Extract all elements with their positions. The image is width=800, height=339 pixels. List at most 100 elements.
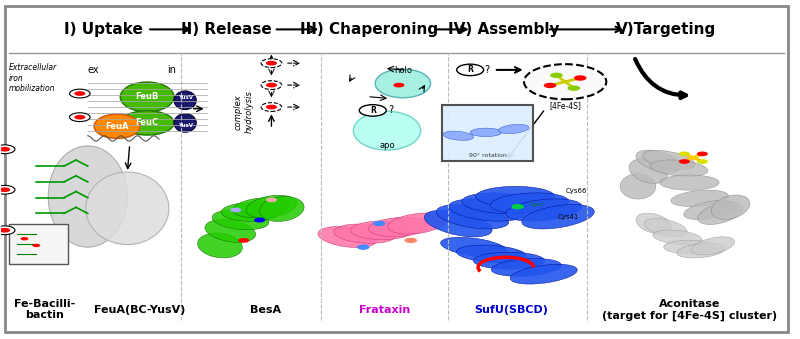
Ellipse shape [86, 172, 169, 245]
Circle shape [511, 204, 524, 210]
Circle shape [373, 221, 386, 226]
Circle shape [574, 75, 586, 81]
Circle shape [0, 147, 10, 152]
Circle shape [405, 238, 417, 243]
Ellipse shape [387, 213, 446, 234]
Text: ex: ex [88, 65, 99, 75]
Circle shape [21, 237, 29, 240]
Ellipse shape [212, 210, 269, 230]
Circle shape [359, 105, 386, 116]
Circle shape [394, 83, 405, 87]
Text: Extracellular
iron
mobilization: Extracellular iron mobilization [9, 63, 57, 93]
Text: [4Fe-4S]: [4Fe-4S] [550, 101, 581, 110]
Circle shape [32, 244, 40, 247]
Text: SufU(SBCD): SufU(SBCD) [474, 305, 548, 315]
Ellipse shape [692, 237, 734, 255]
Circle shape [74, 115, 86, 120]
Circle shape [70, 89, 90, 98]
Ellipse shape [620, 174, 656, 199]
Ellipse shape [120, 111, 174, 135]
Ellipse shape [424, 210, 492, 237]
Circle shape [261, 103, 282, 112]
Ellipse shape [474, 252, 545, 269]
Ellipse shape [650, 160, 708, 176]
Ellipse shape [490, 193, 569, 214]
Ellipse shape [642, 151, 695, 170]
Ellipse shape [350, 221, 414, 240]
Text: YusV: YusV [178, 95, 193, 100]
Text: R: R [467, 65, 473, 74]
Ellipse shape [653, 230, 702, 245]
Text: in: in [167, 65, 176, 75]
Circle shape [679, 159, 690, 164]
Circle shape [357, 244, 370, 250]
Circle shape [0, 228, 10, 233]
Ellipse shape [476, 186, 555, 207]
Ellipse shape [334, 224, 396, 243]
Ellipse shape [498, 124, 529, 134]
Circle shape [679, 152, 690, 156]
Ellipse shape [198, 233, 242, 258]
Text: ?: ? [389, 105, 394, 115]
Circle shape [230, 208, 242, 212]
Ellipse shape [677, 243, 726, 258]
Text: Aconitase
(target for [4Fe-4S] cluster): Aconitase (target for [4Fe-4S] cluster) [602, 299, 777, 321]
Ellipse shape [491, 259, 562, 276]
Text: YusV: YusV [178, 123, 193, 128]
Circle shape [266, 83, 277, 87]
Text: FeuA: FeuA [106, 122, 129, 131]
Ellipse shape [522, 205, 594, 229]
Text: BesA: BesA [250, 305, 282, 315]
Ellipse shape [684, 200, 736, 220]
FancyBboxPatch shape [9, 223, 68, 264]
Text: FeuB: FeuB [135, 93, 159, 101]
Circle shape [266, 198, 277, 202]
Text: IV) Assembly: IV) Assembly [448, 22, 559, 37]
Ellipse shape [470, 128, 502, 137]
Circle shape [0, 226, 15, 235]
Circle shape [74, 91, 86, 96]
Circle shape [266, 105, 277, 109]
FancyBboxPatch shape [5, 6, 788, 332]
Ellipse shape [636, 213, 672, 234]
Text: apo: apo [379, 141, 395, 151]
Ellipse shape [369, 217, 430, 237]
Circle shape [0, 145, 15, 154]
Circle shape [567, 85, 580, 91]
Ellipse shape [174, 91, 196, 109]
Ellipse shape [443, 131, 474, 140]
Ellipse shape [318, 226, 377, 247]
Ellipse shape [449, 199, 525, 221]
Text: holo: holo [394, 66, 412, 75]
Ellipse shape [354, 111, 421, 150]
Text: Frataxin: Frataxin [359, 305, 410, 315]
Ellipse shape [246, 195, 297, 218]
Ellipse shape [233, 198, 290, 218]
Text: Cys₂: Cys₂ [530, 202, 543, 207]
Circle shape [0, 187, 10, 192]
Circle shape [544, 83, 556, 88]
Ellipse shape [629, 159, 667, 183]
Ellipse shape [221, 203, 281, 221]
Ellipse shape [462, 193, 540, 214]
Text: Cys66: Cys66 [565, 188, 586, 195]
Ellipse shape [94, 114, 140, 138]
Text: V)Targeting: V)Targeting [615, 22, 716, 37]
Ellipse shape [636, 150, 681, 172]
FancyBboxPatch shape [442, 105, 534, 161]
Text: complex
hydrolysis: complex hydrolysis [234, 91, 254, 134]
Circle shape [254, 218, 265, 222]
Circle shape [266, 61, 277, 65]
Ellipse shape [664, 240, 715, 254]
Text: R: R [370, 106, 376, 115]
Text: Fe-Bacilli-
bactin: Fe-Bacilli- bactin [14, 299, 75, 320]
Ellipse shape [259, 197, 304, 221]
Text: FeuA(BC-YusV): FeuA(BC-YusV) [94, 305, 185, 315]
Ellipse shape [48, 146, 127, 247]
Ellipse shape [441, 237, 508, 257]
Ellipse shape [506, 199, 582, 221]
Circle shape [524, 64, 606, 99]
Ellipse shape [510, 264, 578, 284]
Circle shape [697, 159, 708, 164]
Text: Cys41: Cys41 [558, 214, 578, 220]
